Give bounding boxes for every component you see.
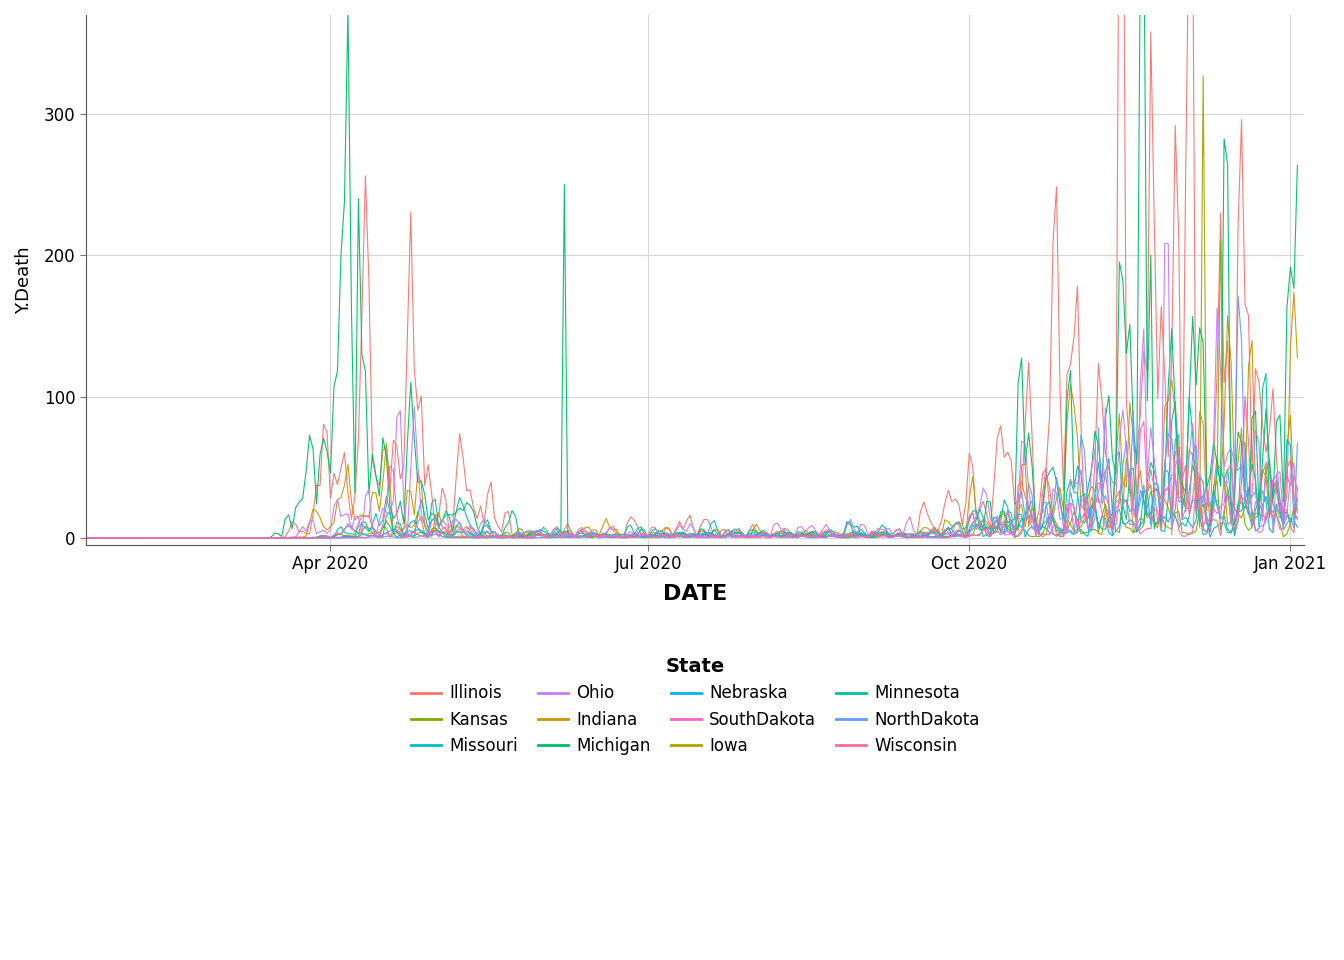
Y-axis label: Y.Death: Y.Death <box>15 246 34 314</box>
Legend: Illinois, Kansas, Missouri, Ohio, Indiana, Michigan, Nebraska, SouthDakota, Iowa: Illinois, Kansas, Missouri, Ohio, Indian… <box>403 649 988 763</box>
X-axis label: DATE: DATE <box>663 585 727 605</box>
